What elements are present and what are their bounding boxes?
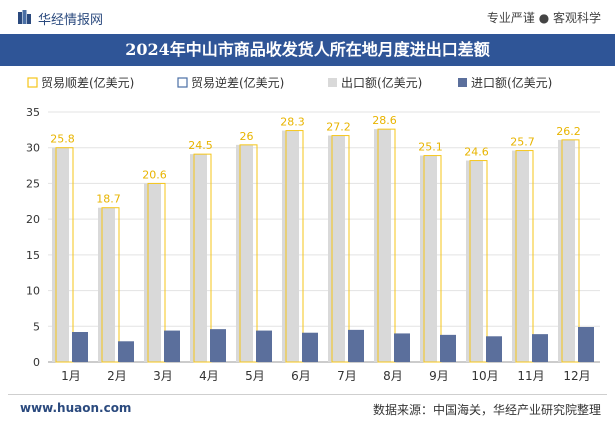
surplus-bar xyxy=(239,144,258,363)
export-bar xyxy=(328,135,345,362)
slogan: 专业严谨 ● 客观科学 xyxy=(486,11,601,25)
y-tick-label: 35 xyxy=(26,106,40,119)
export-bar xyxy=(98,207,115,362)
surplus-bar xyxy=(561,139,580,363)
x-tick-label: 9月 xyxy=(429,369,449,383)
huajing-logo-icon xyxy=(18,10,31,24)
x-tick-label: 2月 xyxy=(107,369,127,383)
surplus-data-label: 25.8 xyxy=(50,133,75,146)
surplus-bar xyxy=(101,207,120,363)
export-bar xyxy=(144,183,161,362)
import-bar xyxy=(578,327,594,362)
import-bar xyxy=(532,334,548,362)
chart-title: 2024年中山市商品收发货人所在地月度进出口差额 xyxy=(125,40,490,59)
x-tick-label: 5月 xyxy=(245,369,265,383)
surplus-data-label: 26 xyxy=(240,130,254,143)
y-tick-label: 15 xyxy=(26,249,40,262)
surplus-data-label: 28.3 xyxy=(280,116,305,129)
chart-area: 贸易顺差(亿美元) 贸易逆差(亿美元) 出口额(亿美元) 进口额(亿美元) 0 5 10 15… xyxy=(26,75,600,383)
export-bar xyxy=(512,150,529,362)
import-bar xyxy=(256,330,272,362)
import-bar xyxy=(348,329,364,362)
export-bar xyxy=(420,155,437,362)
surplus-data-label: 28.6 xyxy=(372,114,397,127)
export-bar xyxy=(282,130,299,362)
x-tick-label: 10月 xyxy=(471,369,498,383)
legend-label-3: 出口额(亿美元) xyxy=(341,75,422,90)
x-tick-label: 12月 xyxy=(563,369,590,383)
surplus-bar xyxy=(193,153,212,363)
surplus-bar xyxy=(423,155,442,363)
legend-swatch-1 xyxy=(27,77,38,88)
surplus-data-label: 26.2 xyxy=(556,125,581,138)
brand-name: 华经情报网 xyxy=(38,13,104,28)
import-bar xyxy=(164,330,180,362)
footer-website[interactable]: www.huaon.com xyxy=(20,401,132,415)
legend-label-4: 进口额(亿美元) xyxy=(471,75,552,90)
y-tick-label: 0 xyxy=(33,356,40,369)
y-tick-label: 25 xyxy=(26,177,40,190)
y-tick-label: 20 xyxy=(26,213,40,226)
surplus-data-label: 20.6 xyxy=(142,168,167,181)
surplus-bar xyxy=(331,135,350,363)
x-tick-label: 3月 xyxy=(153,369,173,383)
x-tick-label: 6月 xyxy=(291,369,311,383)
legend-label-1: 贸易顺差(亿美元) xyxy=(41,75,134,90)
import-bar xyxy=(72,332,88,362)
export-bar xyxy=(558,139,575,362)
export-bar xyxy=(236,144,253,362)
surplus-data-label: 24.5 xyxy=(188,139,213,152)
legend-swatch-3 xyxy=(328,78,337,87)
import-bar xyxy=(486,336,502,362)
import-bar xyxy=(440,334,456,362)
export-bar xyxy=(52,147,69,362)
footer-divider xyxy=(8,394,607,395)
export-bar xyxy=(190,154,207,362)
x-tick-label: 1月 xyxy=(61,369,81,383)
y-tick-label: 10 xyxy=(26,285,40,298)
import-bar xyxy=(394,333,410,362)
x-tick-label: 4月 xyxy=(199,369,219,383)
surplus-data-label: 25.7 xyxy=(510,136,535,149)
surplus-bar xyxy=(377,128,396,363)
surplus-data-label: 18.7 xyxy=(96,193,121,206)
x-tick-label: 7月 xyxy=(337,369,357,383)
x-tick-label: 8月 xyxy=(383,369,403,383)
surplus-data-label: 24.6 xyxy=(464,146,489,159)
footer-source: 数据来源：中国海关，华经产业研究院整理 xyxy=(372,403,601,417)
surplus-bar xyxy=(515,150,534,363)
legend-label-2: 贸易逆差(亿美元) xyxy=(191,75,284,90)
y-tick-label: 30 xyxy=(26,142,40,155)
legend-swatch-4 xyxy=(458,78,467,87)
surplus-data-label: 25.1 xyxy=(418,141,443,154)
x-tick-label: 11月 xyxy=(517,369,544,383)
legend-swatch-2 xyxy=(177,77,188,88)
import-bar xyxy=(210,329,226,362)
surplus-bar xyxy=(55,147,74,363)
top-bar: 华经情报网 专业严谨 ● 客观科学 xyxy=(0,0,615,34)
import-bar xyxy=(302,332,318,362)
y-tick-label: 5 xyxy=(33,320,40,333)
export-bar xyxy=(374,129,391,362)
title-bar: 2024年中山市商品收发货人所在地月度进出口差额 xyxy=(0,34,615,66)
import-bar xyxy=(118,341,134,362)
surplus-bar xyxy=(469,160,488,363)
export-bar xyxy=(466,160,483,362)
surplus-data-label: 27.2 xyxy=(326,121,351,134)
surplus-bar xyxy=(147,182,166,363)
surplus-bar xyxy=(285,130,304,363)
